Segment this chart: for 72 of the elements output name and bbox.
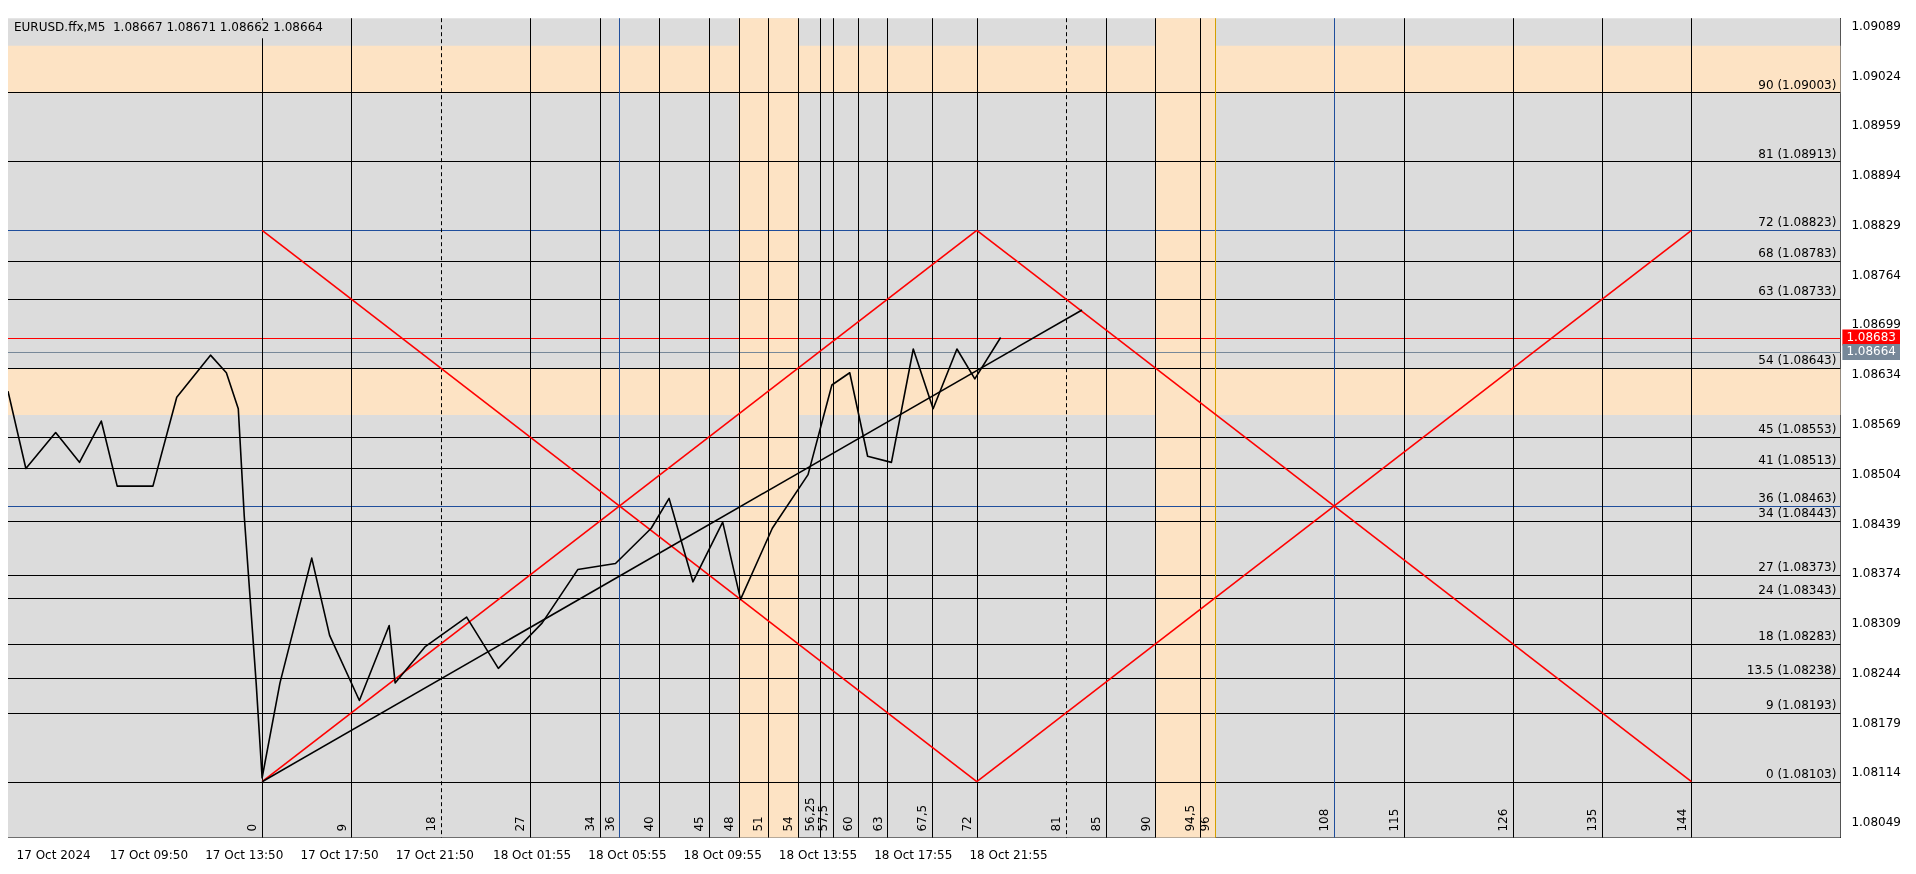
x-tick-label: 17 Oct 13:50 (205, 847, 284, 862)
chart-title: EURUSD.ffx,M5 1.08667 1.08671 1.08662 1.08664 (14, 20, 323, 35)
ref-line-label: 18 (1.08283) (1758, 628, 1837, 643)
x-tick-label: 18 Oct 13:55 (778, 847, 858, 862)
ref-line-label: 1.08683 (1846, 329, 1896, 344)
y-tick-label: 1.08244 (1851, 665, 1901, 680)
x-tick-label: 18 Oct 09:55 (683, 847, 762, 862)
ref-line-label: 13.5 (1.08238) (1746, 663, 1837, 678)
ref-line-label: 1.08664 (1846, 344, 1896, 359)
ref-line-label: 24 (1.08343) (1758, 583, 1837, 598)
y-tick-label: 1.08959 (1851, 118, 1901, 133)
ref-line-label: 60 (840, 816, 855, 832)
y-tick-label: 1.08439 (1851, 516, 1901, 531)
y-tick-label: 1.08374 (1851, 566, 1901, 581)
x-tick-label: 18 Oct 01:55 (492, 847, 572, 862)
ref-line-label: 126 (1495, 808, 1510, 832)
ref-line-label: 27 (513, 816, 528, 832)
y-tick-label: 1.08179 (1851, 715, 1901, 730)
ref-line-label: 63 (870, 816, 885, 832)
ref-line-label: 94,5 (1183, 804, 1198, 832)
ref-line-label: 36 (602, 816, 617, 832)
ref-line-label: 0 (1.08103) (1765, 766, 1837, 781)
ref-line-label: 40 (642, 816, 657, 832)
ref-line-label: 56,25 (803, 797, 818, 832)
ref-line-label: 45 (1.08553) (1758, 422, 1837, 437)
y-tick-label: 1.08764 (1851, 267, 1901, 282)
ref-line-label: 144 (1674, 808, 1689, 832)
y-tick-label: 1.08504 (1851, 466, 1901, 481)
x-tick-label: 17 Oct 2024 (16, 847, 91, 862)
ref-line-label: 81 (1.08913) (1758, 146, 1837, 161)
ref-line-label: 45 (691, 816, 706, 832)
ref-line-label: 108 (1317, 808, 1332, 832)
ref-line-label: 34 (1.08443) (1758, 506, 1837, 521)
ref-line-label: 81 (1049, 816, 1064, 832)
y-tick-label: 1.08114 (1851, 765, 1901, 780)
ref-line-label: 135 (1585, 808, 1600, 832)
ref-line-label: 68 (1.08783) (1758, 246, 1837, 261)
ref-line-label: 67,5 (915, 804, 930, 832)
ref-line-label: 36 (1.08463) (1758, 491, 1837, 506)
ref-line-label: 0 (245, 823, 260, 832)
y-tick-label: 1.08894 (1851, 168, 1901, 183)
x-tick-label: 17 Oct 17:50 (300, 847, 379, 862)
ref-line-label: 9 (1.08193) (1765, 697, 1837, 712)
y-tick-label: 1.08829 (1851, 217, 1901, 232)
ref-line-label: 41 (1.08513) (1758, 452, 1837, 467)
y-tick-label: 1.08049 (1851, 815, 1901, 830)
ref-line-label: 51 (751, 816, 766, 832)
ref-line-label: 85 (1088, 816, 1103, 832)
x-tick-label: 18 Oct 21:55 (969, 847, 1048, 862)
ref-line-label: 27 (1.08373) (1758, 560, 1837, 575)
ref-line-label: 54 (781, 816, 796, 832)
ref-line-label: 18 (423, 816, 438, 832)
x-tick-label: 18 Oct 17:55 (874, 847, 953, 862)
x-tick-label: 17 Oct 21:50 (395, 847, 474, 862)
ref-line-label: 63 (1.08733) (1758, 284, 1837, 299)
x-tick-label: 17 Oct 09:50 (109, 847, 189, 862)
ref-line-label: 48 (721, 816, 736, 832)
ref-line-label: 54 (1.08643) (1758, 353, 1837, 368)
ref-line-label: 115 (1386, 808, 1401, 832)
y-tick-label: 1.09024 (1851, 68, 1901, 83)
ref-line-label: 90 (1.09003) (1758, 77, 1837, 92)
ref-line-label: 72 (959, 816, 974, 832)
ref-line-label: 9 (334, 823, 349, 832)
y-tick-label: 1.08309 (1851, 616, 1901, 631)
y-tick-label: 1.09089 (1851, 18, 1901, 33)
y-tick-label: 1.08699 (1851, 317, 1901, 332)
y-tick-label: 1.08634 (1851, 367, 1901, 382)
y-tick-label: 1.08569 (1851, 416, 1901, 431)
x-tick-label: 18 Oct 05:55 (588, 847, 667, 862)
ref-line-label: 34 (582, 816, 597, 832)
ref-line-label: 90 (1138, 816, 1153, 832)
ref-line-label: 72 (1.08823) (1758, 215, 1837, 230)
